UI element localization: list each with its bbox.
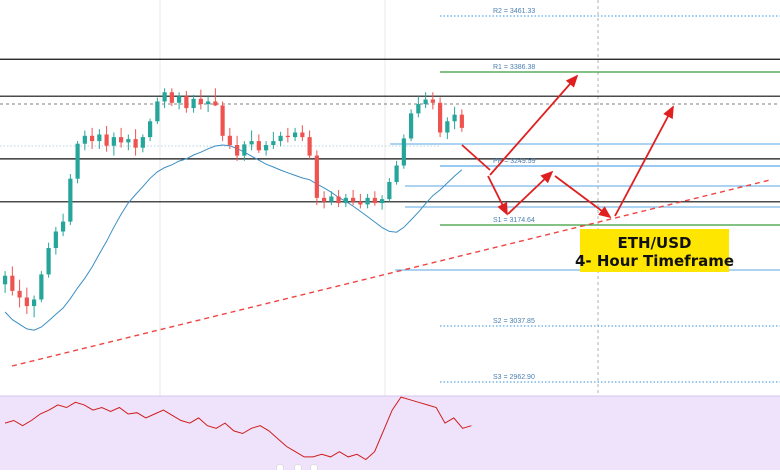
pivot-label-pp: PP = 3249.59 — [493, 158, 536, 165]
pivot-label-s3: S3 = 2962.90 — [493, 374, 535, 381]
candle-body — [322, 197, 327, 202]
candle-body — [126, 139, 131, 143]
candle-body — [184, 96, 189, 109]
candle-body — [148, 121, 153, 138]
rsi-panel — [0, 395, 780, 472]
candle-body — [111, 137, 116, 146]
candle-body — [133, 139, 138, 148]
panel-dot — [294, 464, 302, 472]
candle-body — [314, 155, 319, 198]
pivot-label-r1: R1 = 3386.38 — [493, 64, 535, 71]
pivot-label-s2: S2 = 3037.85 — [493, 318, 535, 325]
panel-dot — [276, 464, 284, 472]
candle-body — [169, 92, 174, 103]
candle-body — [235, 145, 240, 156]
candle-body — [438, 102, 443, 133]
projection-arrows — [461, 74, 674, 219]
candle-body — [394, 165, 399, 182]
candle-body — [351, 197, 356, 202]
pivot-levels: R2 = 3461.33 R1 = 3386.38 PP = 3249.59 S1 =… — [0, 8, 780, 383]
badge-symbol: ETH/USD — [618, 234, 692, 252]
rsi-background — [0, 396, 780, 470]
candle-body — [220, 105, 225, 136]
candle-body — [155, 101, 160, 122]
candle-body — [459, 114, 464, 128]
candle-body — [365, 197, 370, 205]
projection-arrow — [507, 170, 554, 215]
candle-body — [53, 231, 58, 248]
rising-trendline — [11, 179, 771, 367]
projection-arrow — [554, 175, 612, 219]
candle-body — [256, 141, 261, 151]
candle-body — [387, 182, 392, 200]
trendline — [11, 179, 771, 367]
candle-body — [307, 137, 312, 156]
candle-body — [242, 144, 247, 156]
candle-body — [293, 132, 298, 138]
projection-arrow — [614, 105, 674, 217]
candle-body — [119, 137, 124, 143]
pivot-label-r2: R2 = 3461.33 — [493, 8, 535, 15]
candle-body — [177, 96, 182, 103]
projection-arrow — [487, 175, 508, 216]
timeframe-badge: ETH/USD 4- Hour Timeframe — [575, 229, 734, 272]
candle-body — [285, 135, 290, 138]
candle-body — [46, 248, 51, 275]
candle-body — [198, 98, 203, 105]
candle-body — [264, 145, 269, 151]
candle-body — [3, 275, 8, 285]
candle-body — [191, 98, 196, 109]
candle-body — [75, 143, 80, 179]
panel-dot — [310, 464, 318, 472]
candle-body — [104, 134, 109, 146]
candle-body — [445, 121, 450, 133]
candle-body — [300, 132, 305, 138]
candle-body — [278, 135, 283, 142]
moving-average-line — [4, 144, 463, 331]
candle-body — [416, 104, 421, 114]
candle-body — [206, 101, 211, 105]
candle-body — [343, 197, 348, 204]
candle-body — [140, 137, 145, 148]
candle-body — [372, 197, 377, 204]
candle-body — [423, 99, 428, 105]
candle-body — [409, 113, 414, 139]
candle-body — [336, 196, 341, 204]
candle-body — [24, 297, 29, 307]
candle-body — [68, 178, 73, 222]
badge-timeframe: 4- Hour Timeframe — [575, 252, 734, 270]
candle-body — [39, 274, 44, 300]
candle-body — [32, 299, 37, 307]
candle-body — [249, 141, 254, 145]
candle-body — [61, 221, 66, 232]
horizontal-levels — [0, 58, 780, 203]
candle-body — [90, 135, 95, 142]
candle-body — [401, 138, 406, 166]
projection-arrow — [489, 74, 579, 176]
candle-body — [430, 99, 435, 103]
candle-body — [213, 101, 218, 106]
badge-background — [580, 229, 729, 272]
candle-body — [227, 135, 232, 146]
candle-body — [380, 199, 385, 204]
projection-arrow — [461, 144, 491, 171]
pivot-label-s1: S1 = 3174.64 — [493, 217, 535, 224]
candle-body — [97, 134, 102, 142]
candle-body — [358, 201, 363, 205]
candle-body — [271, 141, 276, 146]
candle-body — [10, 275, 15, 291]
candle-body — [82, 135, 87, 144]
candle-body — [162, 92, 167, 102]
candles — [3, 88, 464, 318]
candle-body — [329, 196, 334, 202]
moving-average — [4, 144, 463, 331]
candle-body — [452, 114, 457, 122]
candle-body — [17, 290, 22, 298]
rsi-line — [4, 396, 472, 461]
